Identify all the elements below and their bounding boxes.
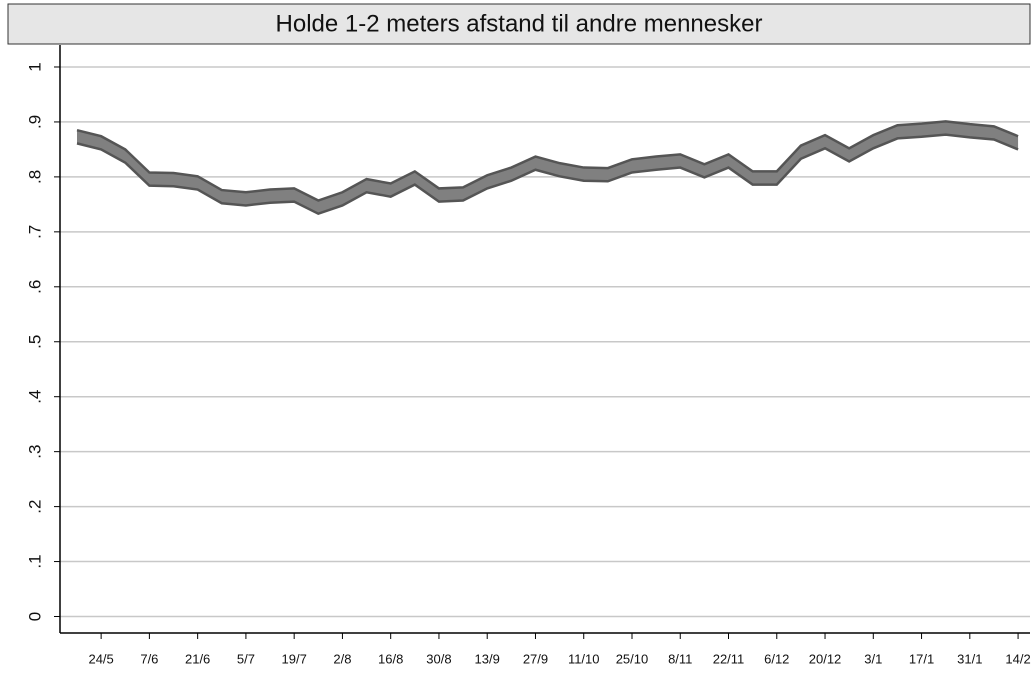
x-tick-label: 11/10 — [568, 651, 600, 666]
x-tick-label: 16/8 — [378, 651, 403, 666]
x-tick-label: 14/2 — [1005, 651, 1030, 666]
y-tick-label: .5 — [25, 335, 44, 349]
x-tick-label: 31/1 — [957, 651, 982, 666]
x-tick-label: 6/12 — [764, 651, 789, 666]
band-edge — [76, 133, 1019, 216]
x-tick-label: 17/1 — [909, 651, 934, 666]
band-edge — [76, 120, 1019, 202]
x-tick-label: 21/6 — [185, 651, 210, 666]
y-tick-label: 0 — [25, 612, 44, 621]
y-tick-label: .1 — [25, 554, 44, 568]
x-tick-label: 7/6 — [140, 651, 158, 666]
y-tick-label: .8 — [25, 170, 44, 184]
y-tick-label: .4 — [25, 390, 44, 404]
x-tick-label: 13/9 — [475, 651, 500, 666]
x-tick-label: 8/11 — [668, 651, 692, 666]
x-tick-label: 2/8 — [333, 651, 351, 666]
x-tick-label: 30/8 — [426, 651, 451, 666]
x-tick-label: 22/11 — [713, 651, 745, 666]
x-tick-label: 25/10 — [616, 651, 649, 666]
y-tick-label: .3 — [25, 445, 44, 459]
x-tick-label: 3/1 — [864, 651, 882, 666]
x-tick-label: 5/7 — [237, 651, 255, 666]
x-tick-label: 27/9 — [523, 651, 548, 666]
y-tick-label: .6 — [25, 280, 44, 294]
y-tick-label: .9 — [25, 115, 44, 129]
x-tick-label: 20/12 — [809, 651, 842, 666]
ci-band — [77, 121, 1019, 214]
y-tick-label: .7 — [25, 225, 44, 239]
y-tick-label: 1 — [25, 62, 44, 71]
y-tick-label: .2 — [25, 500, 44, 514]
x-tick-label: 19/7 — [282, 651, 307, 666]
title-bar — [7, 3, 1031, 45]
chart-title: Holde 1-2 meters afstand til andre menne… — [276, 10, 763, 37]
x-tick-label: 24/5 — [88, 651, 113, 666]
